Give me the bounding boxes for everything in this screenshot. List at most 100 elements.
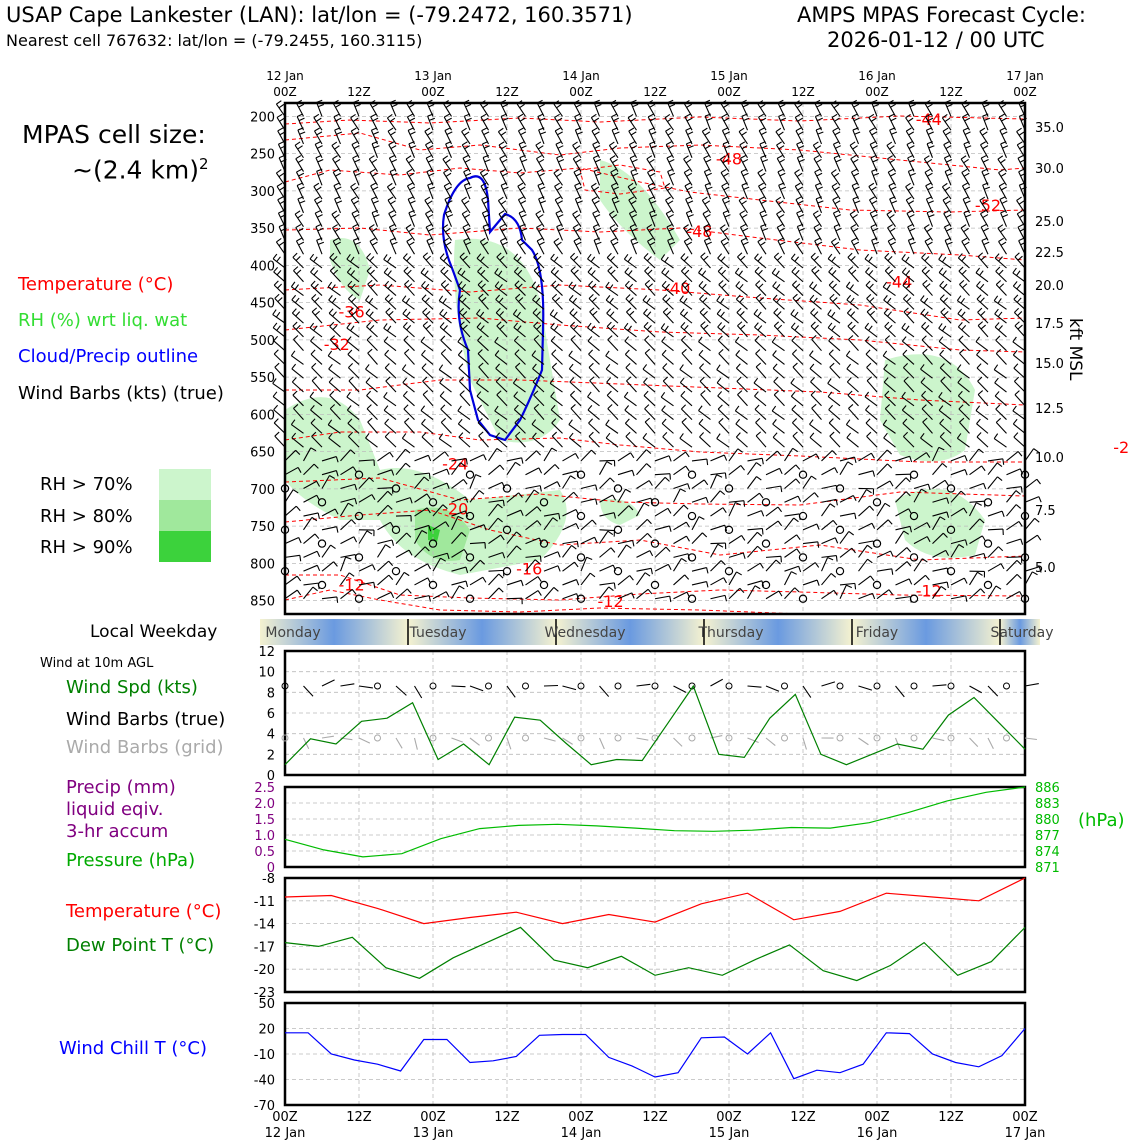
wind-barb-staff [358, 581, 374, 586]
wind-barb-staff [414, 577, 429, 586]
wind-barb-staff [377, 544, 386, 558]
wind-barb-flag [425, 311, 431, 316]
wind-barb-flag [573, 255, 579, 261]
wind-barb-staff [850, 227, 859, 241]
wind-barb-staff [941, 117, 952, 131]
wind-barb-staff [938, 327, 952, 338]
wind-barb-flag [1012, 418, 1018, 425]
wind-barb-staff [482, 226, 490, 241]
wind-barb-staff [932, 516, 941, 531]
wind-barb-flag [811, 475, 817, 480]
wind-barb-flag [554, 113, 560, 118]
wind-barb-staff [367, 283, 378, 296]
wind-barb-flag [742, 241, 749, 246]
wind-barb-flag [401, 364, 407, 370]
wind-barb-staff [525, 537, 540, 545]
wind-barb-staff [488, 534, 502, 545]
wind-barb-flag [612, 227, 618, 232]
wind-barb-staff [414, 476, 425, 489]
wind10m-grid-barb [802, 737, 807, 750]
wind-barb-staff [533, 270, 545, 283]
wind-barb-flag [797, 186, 804, 191]
wind-barb-staff [932, 447, 940, 462]
wind-barb-flag [906, 141, 913, 145]
wind-barb-flag [757, 269, 763, 275]
wind-barb-flag [735, 350, 741, 356]
wind-barb-flag [277, 127, 284, 132]
wind-barb-flag [717, 322, 723, 328]
wind-barb-staff [720, 103, 730, 117]
wind-barb-flag [429, 117, 436, 121]
wind-barb-staff [830, 103, 841, 117]
wind-barb-flag [662, 294, 668, 300]
wind-barb-staff [303, 480, 317, 489]
wind-barb-staff [716, 313, 730, 324]
wind-barb-staff [699, 380, 711, 393]
wind-barb-flag [925, 182, 932, 187]
wind-barb-staff [551, 353, 563, 365]
wind-barb-staff [463, 184, 471, 200]
wind-barb-staff [865, 409, 878, 421]
wind-barb-flag [1016, 210, 1023, 215]
bottom-hour-label: 12Z [642, 1110, 668, 1125]
wind-barb-flag [866, 376, 873, 382]
wind-barb-staff [554, 186, 563, 200]
wind-barb-staff [377, 490, 389, 503]
wind-barb-staff [591, 199, 600, 214]
wind-barb-staff [562, 491, 575, 503]
windchill-panel-label: Wind Chill T (°C) [59, 1038, 207, 1059]
wind-barb-flag [594, 214, 601, 218]
kft-tick-label: 7.5 [1035, 504, 1056, 519]
pressure-tick-label: 200 [250, 110, 275, 125]
kft-tick-label: 20.0 [1035, 279, 1064, 294]
wind-barb-flag [334, 145, 340, 150]
wind-barb-flag [757, 325, 763, 331]
wind-barb-staff [903, 380, 915, 393]
wind-barb-staff [760, 157, 767, 172]
wind-barb-flag [533, 403, 540, 409]
wind-barb-flag [792, 293, 798, 299]
wind-barb-staff [422, 325, 434, 338]
wind-barb-staff [895, 525, 911, 531]
wind-barb-flag [706, 567, 709, 574]
wind-barb-flag [939, 349, 945, 355]
wind-barb-staff [321, 544, 332, 558]
wind-barb-flag [519, 241, 525, 246]
wind-barb-staff [321, 526, 337, 531]
wind-barb-flag [758, 196, 765, 200]
wind-barb-flag [477, 266, 483, 272]
wind-barb-flag [994, 322, 1000, 328]
wind-barb-flag [760, 186, 767, 191]
wind-barb-flag [668, 158, 675, 163]
temp-frame [283, 876, 1027, 994]
wind-barb-flag [575, 523, 580, 530]
wind-barb-flag [572, 297, 578, 304]
wind-barb-flag [905, 477, 911, 483]
wind-barb-staff [451, 580, 467, 586]
wind-barb-flag [297, 196, 304, 200]
wind-barb-flag [334, 158, 341, 164]
wind-barb-staff [427, 115, 434, 131]
wind-barb-flag [572, 210, 578, 215]
wind-barb-flag [626, 307, 632, 313]
wind-barb-staff [274, 366, 286, 379]
wind-barb-flag [1001, 200, 1008, 204]
wind-barb-staff [718, 422, 730, 434]
wind-barb-flag [624, 280, 630, 286]
wind-barb-flag [773, 376, 779, 382]
wind-barb-flag [887, 237, 894, 242]
wind-barb-flag [514, 418, 520, 424]
wind-barb-flag [834, 537, 839, 544]
wind-barb-staff [303, 463, 315, 476]
wind-barb-staff [794, 117, 804, 131]
wind-barb-flag [740, 255, 746, 261]
wind-barb-flag [299, 131, 306, 135]
wind-barb-flag [772, 281, 777, 287]
wind-barb-staff [828, 340, 841, 352]
windchill-frame [283, 1001, 1027, 1107]
wind-barb-staff [821, 555, 837, 558]
wind-barb-flag [890, 103, 896, 108]
wind-barb-flag [830, 573, 837, 578]
